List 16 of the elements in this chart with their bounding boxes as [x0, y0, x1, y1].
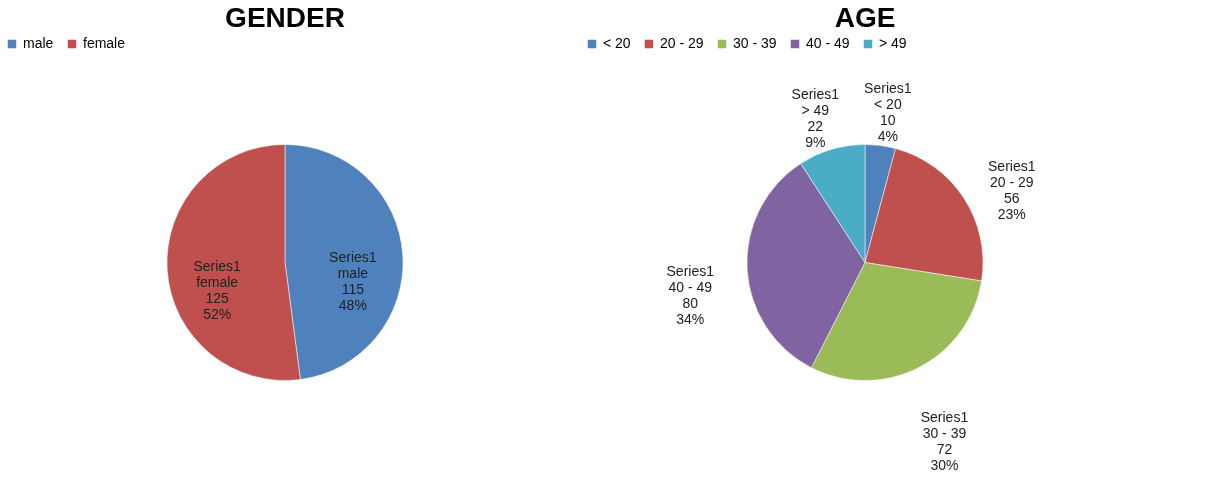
legend-label: 30 - 39 [733, 35, 777, 51]
data-label: Series1 40 - 49 80 34% [666, 262, 715, 327]
data-label: Series1 male 115 48% [329, 249, 377, 314]
data-label: Series1 > 49 22 9% [791, 85, 840, 150]
chart-title: GENDER [225, 2, 345, 33]
legend-label: 20 - 29 [660, 35, 704, 51]
data-label: Series1 < 20 10 4% [864, 80, 912, 144]
data-label: Series1 female 125 52% [193, 257, 242, 322]
legend-label: 40 - 49 [806, 35, 850, 51]
legend-label: < 20 [603, 35, 631, 51]
data-label: Series1 20 - 29 56 23% [988, 158, 1036, 223]
legend-label: > 49 [879, 35, 907, 51]
data-label: Series1 30 - 39 72 30% [920, 409, 969, 474]
chart-title: AGE [834, 2, 896, 33]
legend-label: male [23, 35, 54, 51]
legend-label: female [83, 35, 126, 51]
